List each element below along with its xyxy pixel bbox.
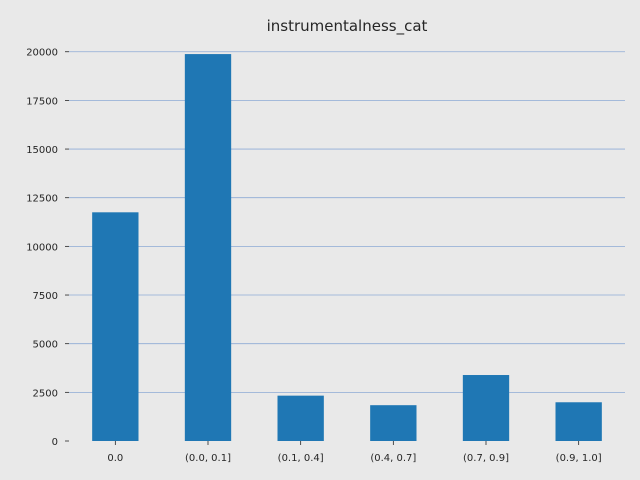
y-tick-label: 7500 bbox=[33, 291, 58, 302]
y-tick-label: 0 bbox=[52, 437, 58, 448]
bar bbox=[555, 402, 602, 441]
bar bbox=[370, 405, 417, 441]
x-tick-label: (0.1, 0.4] bbox=[278, 453, 324, 464]
y-tick-label: 10000 bbox=[26, 242, 58, 253]
bar bbox=[92, 212, 139, 441]
y-tick-label: 20000 bbox=[26, 48, 58, 59]
bar bbox=[462, 375, 510, 441]
grid-lines bbox=[69, 51, 625, 393]
y-axis: 0 2500 5000 7500 10000 12500 15000 17500 20000 bbox=[26, 48, 69, 448]
bar bbox=[277, 395, 324, 441]
y-tick-label: 12500 bbox=[26, 194, 58, 205]
y-tick-label: 15000 bbox=[26, 145, 58, 156]
y-tick-label: 17500 bbox=[26, 96, 58, 107]
bars bbox=[92, 54, 602, 442]
x-tick-label: 0.0 bbox=[107, 453, 123, 464]
x-axis: 0.0 (0.0, 0.1] (0.1, 0.4] (0.4, 0.7] (0.7, 0… bbox=[107, 441, 602, 464]
y-tick-label: 5000 bbox=[33, 340, 58, 351]
x-tick-label: (0.9, 1.0] bbox=[556, 453, 602, 464]
x-tick-label: (0.0, 0.1] bbox=[185, 453, 231, 464]
bar bbox=[184, 54, 232, 442]
x-tick-label: (0.7, 0.9] bbox=[463, 453, 509, 464]
x-tick-label: (0.4, 0.7] bbox=[370, 453, 416, 464]
chart-title: instrumentalness_cat bbox=[267, 17, 428, 36]
y-tick-label: 2500 bbox=[33, 388, 58, 399]
